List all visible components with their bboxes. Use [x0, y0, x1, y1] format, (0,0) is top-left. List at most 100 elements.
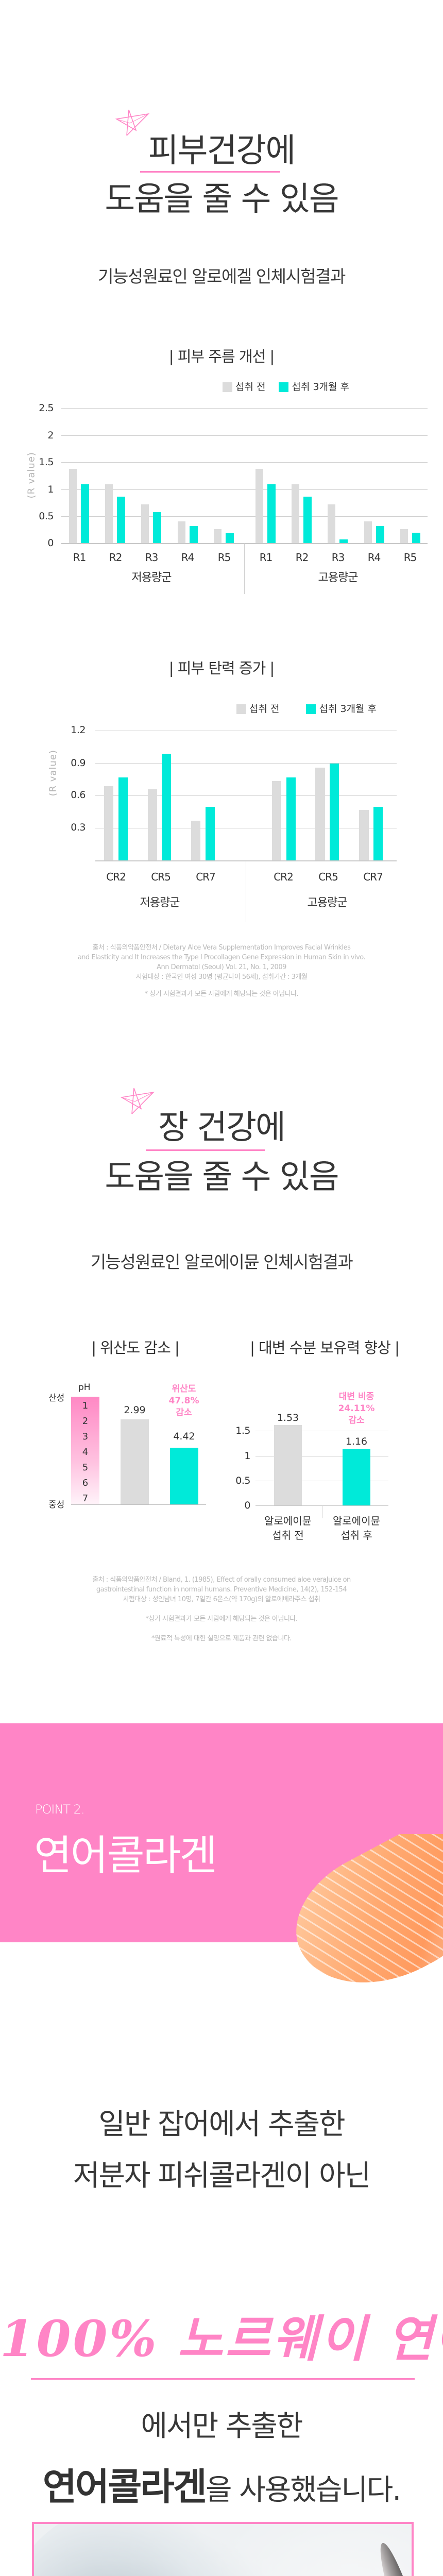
source-citation: 출처 : 식품의약품안전처 / Dietary Alce Vera Supple… — [0, 943, 443, 982]
source-line: gastrointestinal function in normal huma… — [96, 1586, 347, 1594]
y-tick: 0.6 — [71, 789, 86, 801]
bar-after-high-cr5 — [330, 764, 339, 861]
ph-label: pH — [78, 1382, 91, 1393]
collagen-bold-text: 연어콜라겐 — [42, 2465, 207, 2509]
bar-before-low-r5 — [214, 529, 222, 544]
value-label-before: 1.53 — [277, 1412, 299, 1423]
y-tick: 1.2 — [71, 724, 86, 736]
bar-after-high-r2 — [303, 497, 312, 544]
annotation-line: 감소 — [176, 1408, 192, 1418]
ph-tick: 2 — [82, 1416, 89, 1427]
group-label-low: 저용량군 — [131, 571, 172, 584]
stool-reduction-annotation: 대변 비중 24.11% 감소 — [326, 1391, 387, 1427]
y-tick: 0.5 — [235, 1475, 250, 1486]
source-line: and Elasticity and It Increases the Type… — [77, 954, 366, 961]
x-tick: R1 — [259, 551, 273, 564]
hero-title-line2: 도움을 줄 수 있음 — [105, 180, 339, 218]
y-tick: 1 — [47, 484, 54, 495]
waterfall-shape — [34, 2524, 250, 2576]
bar-after-low-r5 — [226, 533, 234, 544]
gridline — [61, 408, 428, 409]
source-line: Ann Dermatol (Seoul) Vol. 21, No. 1, 200… — [157, 963, 286, 971]
category-line: 알로에이뮨 — [333, 1515, 380, 1527]
ph-tick: 5 — [82, 1462, 89, 1473]
source-line: 시험대상 : 한국인 여성 30명 (평균나이 56세), 섭취기간 : 3개월 — [135, 973, 308, 981]
section-subtitle: 기능성원료인 알로에이뮨 인체시험결과 — [90, 1252, 353, 1272]
collagen-copy-line2: 저분자 피쉬콜라겐이 아닌 — [73, 2159, 371, 2193]
collagen-rest-text: 을 사용했습니다. — [205, 2473, 401, 2507]
x-axis-line — [71, 1504, 206, 1505]
chart-legend: 섭취 전 섭취 3개월 후 — [223, 381, 349, 393]
bar-before-high-r5 — [400, 529, 408, 544]
ph-tick: 7 — [82, 1493, 89, 1504]
annotation-line: 24.11% — [338, 1403, 375, 1414]
section-subtitle: 기능성원료인 알로에겔 인체시험결과 — [98, 266, 346, 286]
group-label-high: 고용량군 — [307, 896, 348, 909]
collagen-copy-line4: 연어콜라겐을 사용했습니다. — [0, 2456, 443, 2511]
group-label-high: 고용량군 — [318, 571, 359, 584]
annotation-line: 감소 — [348, 1415, 365, 1426]
chart-legend: 섭취 전 섭취 3개월 후 — [236, 703, 377, 715]
bar-before — [121, 1419, 149, 1505]
x-tick: R1 — [73, 551, 87, 564]
chart-title: | 피부 주름 개선 | — [168, 348, 275, 365]
gridline — [95, 763, 397, 764]
x-tick: R2 — [295, 551, 309, 564]
gridline — [95, 795, 397, 796]
annotation-line: 47.8% — [168, 1396, 199, 1406]
hero-title-line2: 도움을 줄 수 있음 — [105, 1158, 339, 1196]
disclaimer-note: * 상기 시험결과가 모든 사람에게 해당되는 것은 아닙니다. — [144, 990, 299, 998]
bar-before-low-cr2 — [104, 786, 113, 861]
category-label-after: 알로에이뮨 섭취 후 — [326, 1514, 387, 1543]
hero-title-line1: 장 건강에 — [158, 1109, 286, 1147]
bar-before-low-r2 — [105, 484, 113, 544]
bar-before-low-cr5 — [148, 789, 157, 861]
x-tick: CR5 — [151, 871, 171, 883]
bar-after-high-r4 — [376, 526, 384, 544]
bar-after-low-r2 — [117, 497, 125, 544]
x-tick: CR5 — [318, 871, 338, 883]
bar-after-low-cr7 — [206, 807, 215, 861]
disclaimer-note: *원료적 특성에 대한 설명으로 제품과 관련 없습니다. — [151, 1635, 292, 1642]
salmon-fillet-shape — [278, 1834, 443, 1999]
y-tick: 2.5 — [39, 402, 54, 414]
category-label-before: 알로에이뮨 섭취 전 — [257, 1514, 319, 1543]
y-tick: 1 — [244, 1450, 250, 1462]
bar-before-high-r4 — [364, 521, 372, 544]
bar-after-high-cr2 — [286, 777, 296, 861]
bar-before-low-r4 — [178, 521, 185, 544]
x-tick: CR2 — [274, 871, 294, 883]
acid-label: 산성 — [48, 1393, 65, 1403]
bar-after — [343, 1449, 370, 1506]
x-tick: CR7 — [196, 871, 216, 883]
y-axis-label: (R value) — [47, 750, 59, 796]
annotation-line: 대변 비중 — [338, 1392, 374, 1402]
point-title: 연어콜라겐 — [34, 1832, 217, 1879]
legend-swatch-before — [236, 704, 246, 714]
source-line: 출처 : 식품의약품안전처 / Bland, 1. (1985), Effect… — [92, 1576, 351, 1584]
hero-underline — [146, 1149, 265, 1151]
x-tick: R5 — [403, 551, 417, 564]
bar-before — [274, 1425, 302, 1506]
chart-title: | 위산도 감소 | — [91, 1339, 180, 1357]
legend-label-after: 섭취 3개월 후 — [319, 703, 377, 715]
bar-after-low-r4 — [190, 526, 198, 544]
source-line: 출처 : 식품의약품안전처 / Dietary Alce Vera Supple… — [92, 944, 351, 952]
salmon-jumping-photo — [32, 2522, 414, 2576]
y-tick: 0.3 — [71, 822, 86, 833]
collagen-copy-line3: 에서만 추출한 — [141, 2410, 303, 2443]
legend-swatch-after — [279, 382, 289, 392]
star-doodle-icon — [121, 1088, 155, 1114]
gridline — [61, 489, 428, 490]
bar-after-high-cr7 — [373, 807, 383, 861]
source-citation: 출처 : 식품의약품안전처 / Bland, 1. (1985), Effect… — [0, 1575, 443, 1604]
fish-3-icon — [372, 2539, 412, 2576]
x-axis-line — [255, 1505, 388, 1506]
neutral-label: 중성 — [48, 1500, 65, 1510]
chart-title: | 대변 수분 보유력 향상 | — [250, 1339, 400, 1357]
chart-title: | 피부 탄력 증가 | — [168, 659, 275, 677]
y-tick: 2 — [47, 430, 54, 441]
x-tick: R2 — [109, 551, 123, 564]
hero-underline — [140, 171, 280, 173]
bar-after-high-r1 — [267, 484, 276, 544]
